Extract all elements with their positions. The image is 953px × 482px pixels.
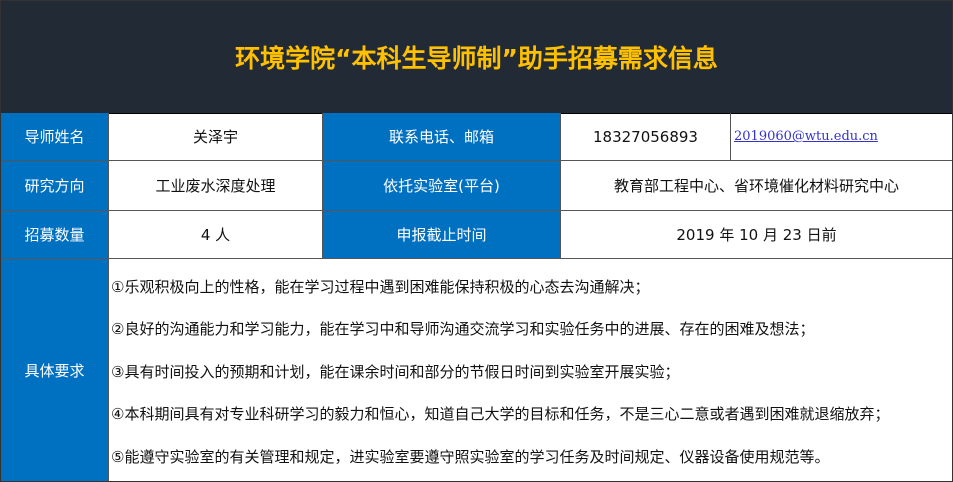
direction-label: 研究方向 — [1, 161, 109, 211]
requirement-item: ②良好的沟通能力和学习能力，能在学习中和导师沟通交流学习和实验任务中的进展、存在… — [111, 320, 815, 339]
requirement-item: ④本科期间具有对专业科研学习的毅力和恒心，知道自己大学的目标和任务，不是三心二意… — [111, 405, 890, 424]
deadline-label: 申报截止时间 — [323, 211, 561, 259]
deadline-value: 2019 年 10 月 23 日前 — [561, 211, 952, 259]
page-title: 环境学院“本科生导师制”助手招募需求信息 — [1, 1, 952, 114]
contact-label: 联系电话、邮箱 — [323, 113, 561, 161]
lab-label: 依托实验室(平台) — [323, 161, 561, 211]
lab-value: 教育部工程中心、省环境催化材料研究中心 — [561, 161, 952, 211]
phone-value: 18327056893 — [561, 113, 731, 161]
email-link[interactable]: 2019060@wtu.edu.cn — [734, 129, 878, 144]
name-label: 导师姓名 — [1, 113, 109, 161]
count-value: 4 人 — [109, 211, 323, 259]
name-value: 关泽宇 — [109, 113, 323, 161]
requirement-item: ①乐观积极向上的性格，能在学习过程中遇到困难能保持积极的心态去沟通解决； — [111, 277, 650, 296]
direction-value: 工业废水深度处理 — [109, 161, 323, 211]
requirements-list: ①乐观积极向上的性格，能在学习过程中遇到困难能保持积极的心态去沟通解决； ②良好… — [109, 259, 952, 481]
count-label: 招募数量 — [1, 211, 109, 259]
requirement-item: ③具有时间投入的预期和计划，能在课余时间和部分的节假日时间到实验室开展实验； — [111, 362, 680, 381]
requirements-label: 具体要求 — [1, 259, 109, 481]
requirement-item: ⑤能遵守实验室的有关管理和规定，进实验室要遵守照实验室的学习任务及时间规定、仪器… — [111, 447, 830, 466]
